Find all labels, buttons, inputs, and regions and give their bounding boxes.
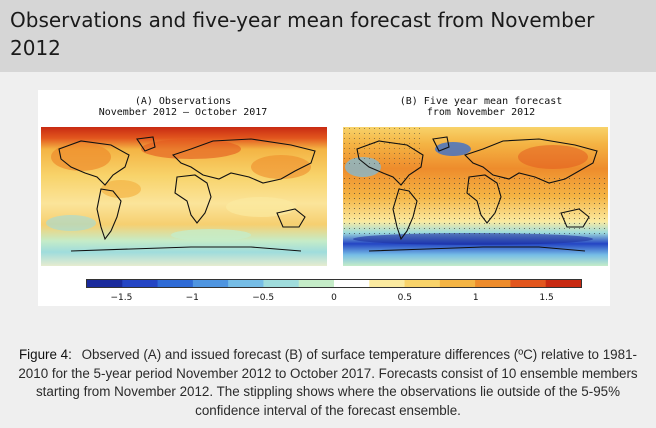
- page-header: Observations and five-year mean forecast…: [0, 0, 656, 72]
- page-title: Observations and five-year mean forecast…: [10, 8, 595, 60]
- colorbar-swatch: [404, 280, 441, 287]
- colorbar-swatch: [263, 280, 300, 287]
- colorbar-swatch: [545, 280, 581, 287]
- colorbar-swatch: [439, 280, 476, 287]
- colorbar-tick-label: 0: [331, 293, 337, 303]
- caption-text: Observed (A) and issued forecast (B) of …: [18, 347, 638, 418]
- colorbar-swatch: [475, 280, 511, 287]
- figure: (A) Observations November 2012 – October…: [38, 90, 610, 306]
- colorbar-swatch: [157, 280, 194, 287]
- colorbar-tick-label: 0.5: [397, 293, 413, 303]
- panel-a-title-line1: (A) Observations: [134, 96, 232, 107]
- colorbar-swatch: [298, 280, 335, 287]
- panel-b-title-line2: from November 2012: [426, 107, 536, 118]
- colorbar-swatch: [87, 280, 123, 287]
- colorbar-swatch: [192, 280, 229, 287]
- panel-a-title: (A) Observations November 2012 – October…: [40, 96, 326, 118]
- colorbar-swatch: [510, 280, 547, 287]
- figure-caption: Figure 4: Observed (A) and issued foreca…: [10, 346, 646, 420]
- colorbar-tick-label: −1.5: [110, 293, 133, 303]
- panel-b-title: (B) Five year mean forecast from Novembe…: [338, 96, 624, 118]
- colorbar-tick-label: 1.5: [539, 293, 554, 303]
- colorbar-tick-label: −0.5: [252, 293, 275, 303]
- panel-a-title-line2: November 2012 – October 2017: [98, 107, 268, 118]
- colorbar-tick-label: 1: [472, 293, 479, 303]
- colorbar-swatch: [334, 280, 370, 287]
- colorbar-tick-label: −1: [185, 293, 199, 303]
- colorbar-swatch: [122, 280, 159, 287]
- caption-label: Figure 4:: [19, 347, 72, 362]
- colorbar-swatch: [228, 280, 264, 287]
- panel-b-title-line1: (B) Five year mean forecast: [399, 96, 563, 107]
- colorbar-swatch: [369, 280, 406, 287]
- forecast-map: [343, 127, 608, 266]
- observations-map: [41, 127, 327, 266]
- colorbar: [86, 279, 582, 288]
